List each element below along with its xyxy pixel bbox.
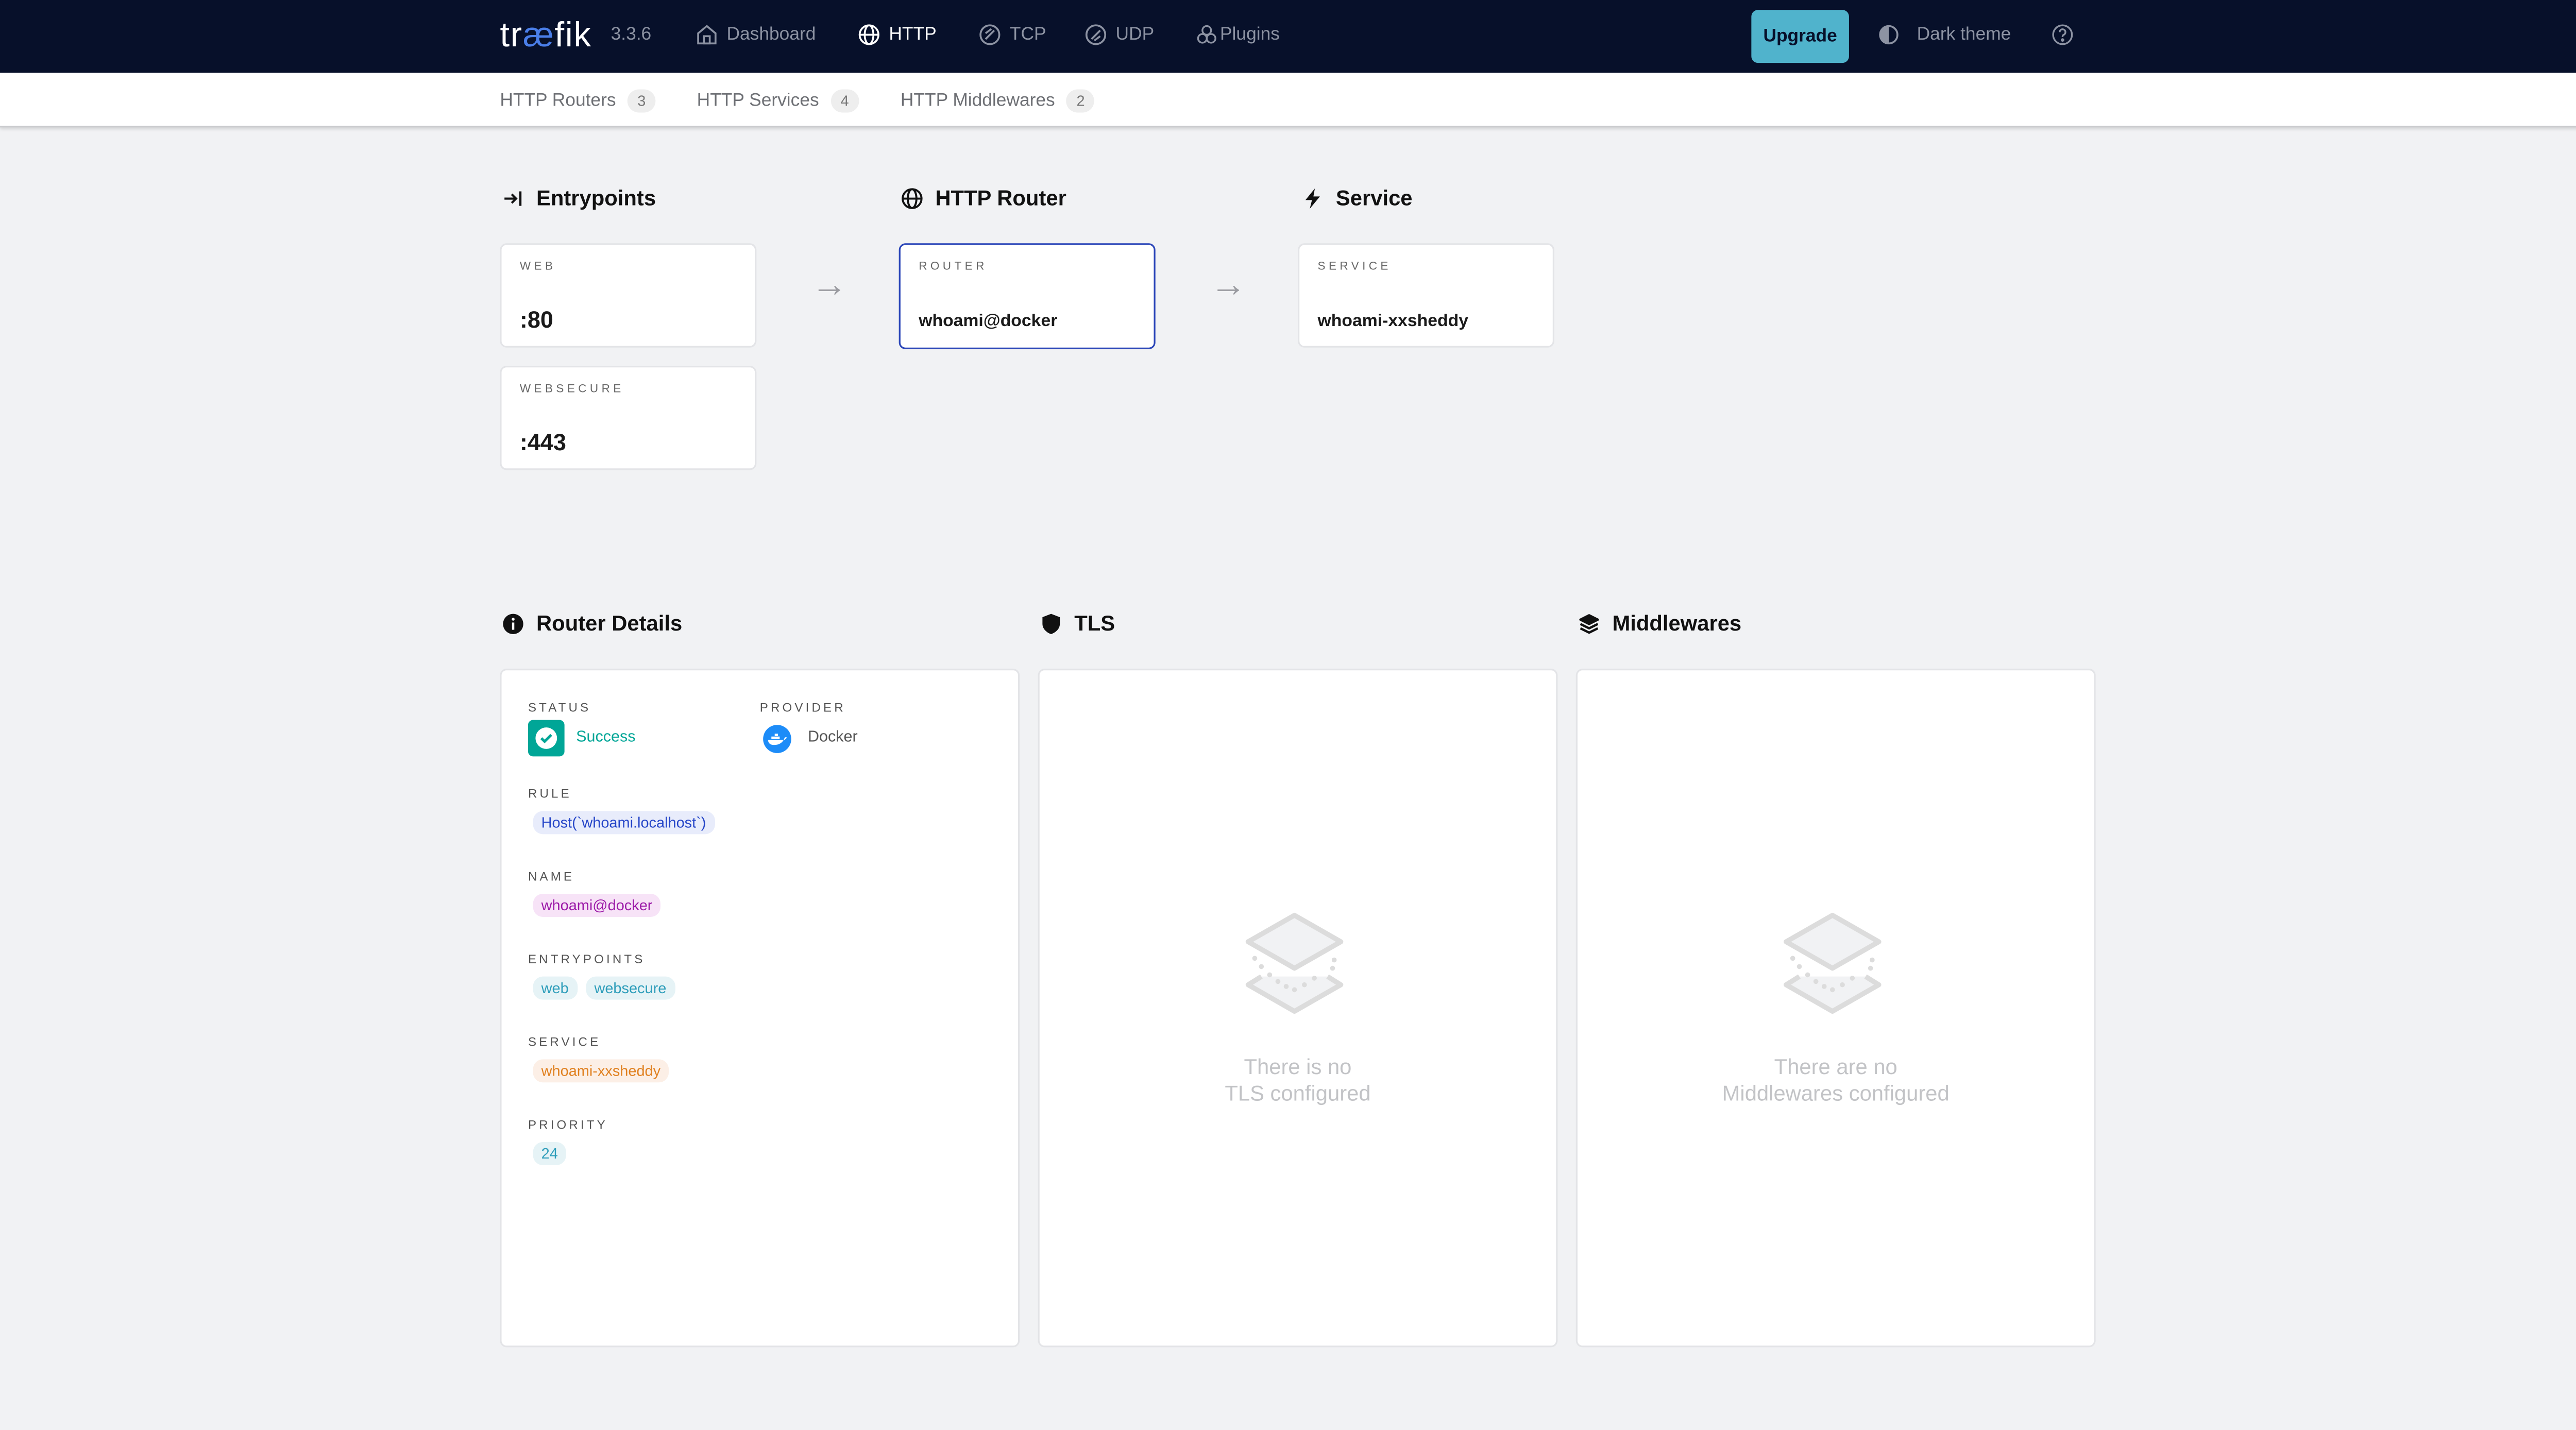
service-label: SERVICE <box>528 1034 601 1050</box>
layers-icon <box>1579 613 1599 633</box>
empty-line: Middlewares configured <box>1722 1081 1950 1106</box>
count-badge: 4 <box>831 89 859 113</box>
nav-http[interactable]: HTTP <box>857 23 937 46</box>
router-card[interactable]: ROUTER whoami@docker <box>899 243 1156 349</box>
card-value: whoami-xxsheddy <box>1317 311 1469 331</box>
tab-label: HTTP Middlewares <box>900 91 1055 111</box>
top-navbar: træfik 3.3.6 Dashboard HTTP TCP UDP Plug… <box>0 0 2576 73</box>
tab-http-services[interactable]: HTTP Services 4 <box>697 89 859 113</box>
home-icon <box>697 25 717 45</box>
entrypoint-card-web[interactable]: WEB :80 <box>500 243 757 348</box>
rule-label: RULE <box>528 786 572 802</box>
heading-text: TLS <box>1074 610 1115 636</box>
provider-value: Docker <box>807 728 858 747</box>
nav-plugins[interactable]: Plugins <box>1195 23 1280 46</box>
nav-label: TCP <box>1009 25 1046 45</box>
service-chip[interactable]: whoami-xxsheddy <box>533 1059 669 1083</box>
heading-text: Service <box>1335 185 1413 211</box>
card-value: whoami@docker <box>919 311 1058 331</box>
empty-layers-icon <box>1245 912 1344 1014</box>
card-label: WEB <box>519 261 556 274</box>
entrypoint-card-websecure[interactable]: WEBSECURE :443 <box>500 366 757 470</box>
empty-line: TLS configured <box>1225 1081 1371 1106</box>
name-label: NAME <box>528 869 575 884</box>
nav-label: HTTP <box>889 25 937 45</box>
help-button[interactable] <box>2051 23 2074 46</box>
empty-layers-icon <box>1784 912 1882 1014</box>
priority-label: PRIORITY <box>528 1117 608 1132</box>
lightning-icon <box>1305 188 1320 208</box>
tcp-icon <box>979 24 1001 45</box>
middlewares-heading: Middlewares <box>1578 611 1741 636</box>
entrypoint-chip[interactable]: web <box>533 976 577 1000</box>
count-badge: 3 <box>628 89 656 113</box>
middlewares-card: There are no Middlewares configured <box>1575 669 2096 1348</box>
nav-dashboard[interactable]: Dashboard <box>695 23 816 46</box>
tls-heading: TLS <box>1040 611 1115 636</box>
help-icon <box>2052 24 2073 45</box>
arrow-right-icon: → <box>811 263 848 305</box>
card-label: SERVICE <box>1317 261 1392 274</box>
nav-udp[interactable]: UDP <box>1084 23 1155 46</box>
name-chip: whoami@docker <box>533 894 661 917</box>
empty-line: There are no <box>1774 1054 1897 1079</box>
rule-chip: Host(`whoami.localhost`) <box>533 811 715 835</box>
status-value: Success <box>576 728 636 747</box>
logo-text: tr <box>500 16 523 55</box>
tab-http-middlewares[interactable]: HTTP Middlewares 2 <box>900 89 1095 113</box>
tab-label: HTTP Routers <box>500 91 616 111</box>
nav-label: Dark theme <box>1917 25 2011 45</box>
http-router-heading: HTTP Router <box>901 185 1066 210</box>
card-value: :443 <box>519 429 566 455</box>
router-details-card: STATUS Success PROVIDER Docker RULE Host… <box>500 669 1020 1348</box>
nav-label: Plugins <box>1219 25 1280 45</box>
provider-label: PROVIDER <box>759 700 846 716</box>
dark-theme-toggle[interactable]: Dark theme <box>1877 23 2011 46</box>
empty-line: There is no <box>1244 1054 1352 1079</box>
entrypoints-heading: Entrypoints <box>502 185 656 210</box>
card-value: :80 <box>519 306 553 333</box>
heading-text: HTTP Router <box>935 185 1066 211</box>
heading-text: Entrypoints <box>536 185 656 211</box>
upgrade-button[interactable]: Upgrade <box>1751 10 1849 63</box>
tab-http-routers[interactable]: HTTP Routers 3 <box>500 89 656 113</box>
globe-icon <box>858 24 879 45</box>
tls-empty-message: There is no TLS configured <box>1040 1054 1556 1108</box>
tls-card: There is no TLS configured <box>1038 669 1558 1348</box>
traefik-logo[interactable]: træfik <box>500 16 591 56</box>
login-icon <box>504 190 522 206</box>
sub-navbar: HTTP Routers 3 HTTP Services 4 HTTP Middle… <box>0 73 2576 128</box>
priority-chip: 24 <box>533 1142 566 1165</box>
heading-text: Router Details <box>536 610 683 636</box>
success-icon <box>528 720 565 757</box>
heading-text: Middlewares <box>1612 610 1742 636</box>
nav-label: Dashboard <box>726 25 816 45</box>
service-card[interactable]: SERVICE whoami-xxsheddy <box>1297 243 1555 348</box>
version-label: 3.3.6 <box>611 25 652 45</box>
logo-text: æ <box>522 16 555 55</box>
arrow-right-icon: → <box>1210 263 1247 305</box>
tab-label: HTTP Services <box>697 91 819 111</box>
service-heading: Service <box>1301 185 1413 211</box>
info-icon <box>503 613 523 634</box>
nav-tcp[interactable]: TCP <box>978 23 1046 46</box>
card-label: WEBSECURE <box>519 384 624 396</box>
docker-icon <box>763 725 791 753</box>
status-label: STATUS <box>528 700 591 716</box>
plugins-icon <box>1197 25 1216 44</box>
logo-text: fik <box>554 16 592 55</box>
card-label: ROUTER <box>919 261 988 274</box>
udp-icon <box>1085 24 1107 45</box>
router-details-heading: Router Details <box>502 610 683 636</box>
count-badge: 2 <box>1066 89 1095 113</box>
entrypoint-chip[interactable]: websecure <box>586 976 675 1000</box>
entrypoints-label: ENTRYPOINTS <box>528 951 646 967</box>
nav-label: UDP <box>1115 25 1155 45</box>
shield-icon <box>1042 613 1060 634</box>
globe-icon <box>902 187 923 209</box>
contrast-icon <box>1879 25 1899 45</box>
middlewares-empty-message: There are no Middlewares configured <box>1578 1054 2094 1108</box>
